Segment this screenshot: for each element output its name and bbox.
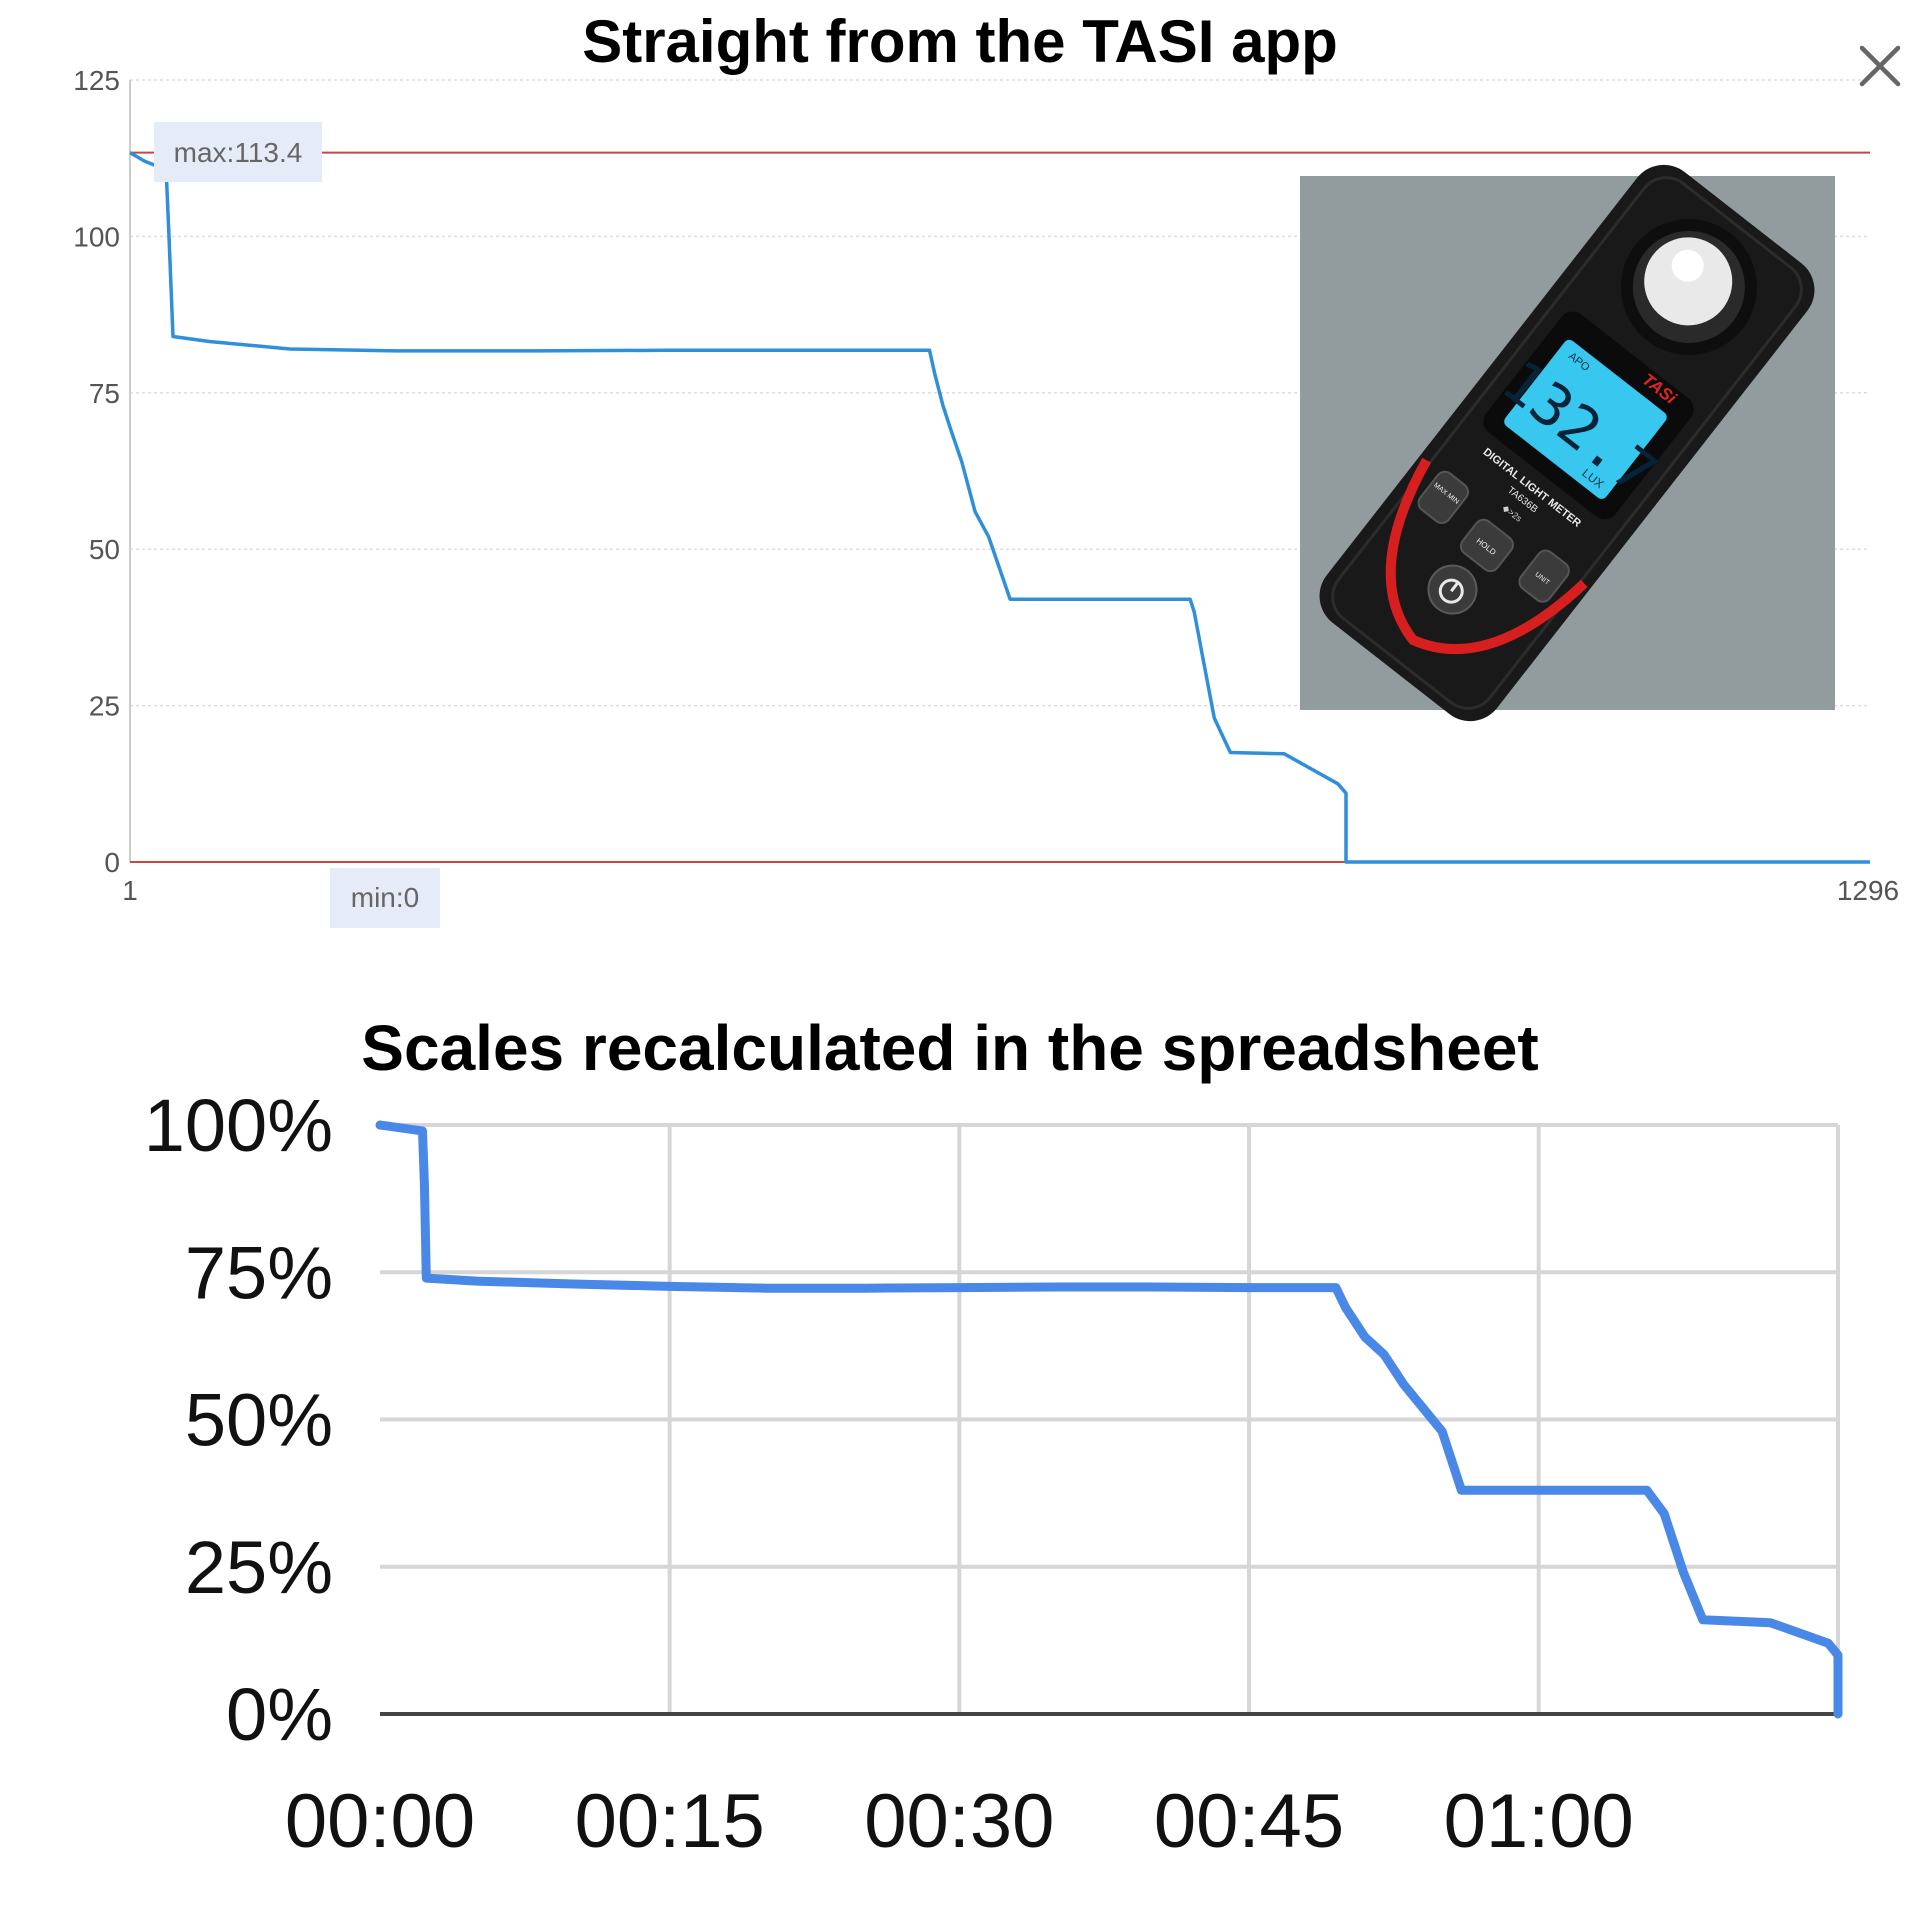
spreadsheet-chart-x-tick-label: 00:00 [285,1779,475,1864]
app-chart-y-tick-label: 75 [89,378,120,409]
red-accent [1385,457,1588,655]
app-chart: Straight from the TASI app 0 25 50 75 100 125… [73,8,1910,928]
min-tag-label: min:0 [351,882,419,913]
max-tag-label: max:113.4 [174,137,303,168]
spreadsheet-chart-y-tick-label: 100% [144,1084,333,1167]
app-chart-min-tag: min:0 [330,868,440,928]
meter-body-edge [1331,176,1803,710]
spreadsheet-chart-y-tick-label: 75% [185,1231,333,1314]
spreadsheet-chart-y-tick-label: 25% [185,1526,333,1609]
app-chart-series-line [129,151,1870,864]
hold-button [1459,518,1514,573]
app-chart-y-tick-label: 25 [89,691,120,722]
app-chart-y-tick-label: 100 [73,221,120,252]
sensor-highlight [1671,249,1704,282]
min-tag-bg [330,868,440,928]
app-chart-x-tick-start: 1 [122,875,138,906]
spreadsheet-chart-y-tick-label: 50% [185,1379,333,1462]
unit-button [1518,549,1570,603]
app-chart-x-tick-end: 1296 [1837,875,1899,906]
app-chart-title: Straight from the TASI app [582,8,1338,75]
max-tag-bg [154,122,322,182]
spreadsheet-chart-y-tick-label: 0% [226,1673,333,1756]
spreadsheet-chart-grid [380,1123,1840,1714]
spreadsheet-chart-x-ticks: 00:00 00:15 00:30 00:45 01:00 [285,1779,1634,1864]
app-chart-grid [130,79,1870,707]
spreadsheet-chart-title: Scales recalculated in the spreadsheet [361,1012,1538,1084]
close-button[interactable] [1852,38,1910,96]
spreadsheet-chart-x-tick-label: 00:30 [864,1779,1054,1864]
app-chart-y-tick-label: 0 [104,847,120,878]
power-icon [1438,578,1464,604]
app-chart-max-tag: max:113.4 [154,122,322,182]
spreadsheet-chart-x-tick-label: 00:45 [1154,1779,1344,1864]
light-meter-device: APO 132.7 LUX TASi DIGITAL LIGHT METER T… [1319,164,1815,722]
lcd-screen [1504,339,1667,499]
spreadsheet-chart-series-line [375,1120,1843,1719]
light-meter-photo: APO 132.7 LUX TASi DIGITAL LIGHT METER T… [1300,164,1835,722]
spreadsheet-chart-y-ticks: 0% 25% 50% 75% 100% [144,1084,333,1756]
maxmin-button [1417,470,1470,524]
spreadsheet-chart: Scales recalculated in the spreadsheet 0… [144,1012,1843,1864]
spreadsheet-chart-x-tick-label: 00:15 [575,1779,765,1864]
app-chart-y-tick-label: 50 [89,534,120,565]
spreadsheet-chart-x-tick-label: 01:00 [1444,1779,1634,1864]
app-chart-y-tick-label: 125 [73,65,120,96]
app-chart-y-ticks: 0 25 50 75 100 125 [73,65,120,878]
close-icon [1859,45,1901,87]
